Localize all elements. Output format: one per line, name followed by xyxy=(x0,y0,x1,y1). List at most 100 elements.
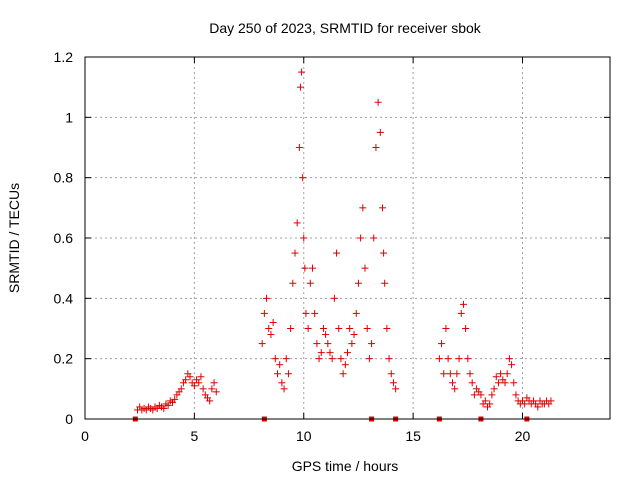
x-tick-label: 5 xyxy=(190,428,198,444)
data-point xyxy=(492,373,500,381)
data-point xyxy=(322,331,330,339)
data-point xyxy=(370,234,378,242)
y-tick-label: 0.8 xyxy=(54,170,74,186)
data-point xyxy=(442,325,450,332)
data-point xyxy=(182,376,190,384)
data-point xyxy=(271,355,279,363)
data-point xyxy=(304,325,312,332)
grid xyxy=(85,57,610,419)
x-tick-label: 0 xyxy=(81,428,89,444)
data-point xyxy=(287,325,295,332)
data-point xyxy=(352,309,360,317)
data-point xyxy=(344,349,351,357)
data-point xyxy=(508,361,516,369)
chart-title: Day 250 of 2023, SRMTID for receiver sbo… xyxy=(209,20,482,36)
data-point xyxy=(547,397,555,405)
data-point xyxy=(265,325,273,332)
data-point xyxy=(453,370,461,378)
data-point xyxy=(501,379,509,387)
data-point xyxy=(488,391,496,399)
data-point xyxy=(295,144,303,151)
data-point xyxy=(313,340,321,348)
data-point xyxy=(291,249,299,257)
x-tick-label: 15 xyxy=(405,428,421,444)
x-tick-label: 10 xyxy=(296,428,312,444)
data-point xyxy=(289,279,297,287)
data-point xyxy=(490,385,498,393)
data-point xyxy=(171,395,179,403)
data-point xyxy=(186,373,194,381)
data-point xyxy=(486,400,494,408)
data-point xyxy=(335,325,343,332)
data-point xyxy=(387,370,395,378)
data-point xyxy=(392,385,400,393)
data-point xyxy=(365,355,373,363)
data-point xyxy=(466,370,474,378)
data-point xyxy=(341,361,349,369)
data-point xyxy=(296,83,304,91)
data-marks xyxy=(132,68,555,422)
data-point xyxy=(354,279,362,287)
data-point xyxy=(477,391,485,399)
data-point xyxy=(379,204,386,212)
x-axis-label: GPS time / hours xyxy=(292,458,399,474)
data-point xyxy=(315,355,323,363)
data-point xyxy=(435,355,443,363)
data-point xyxy=(444,355,452,363)
data-point xyxy=(503,370,511,378)
data-point xyxy=(330,294,338,302)
axis-ticks: 0 0.2 0.4 0.6 0.8 1 1.2 0 5 10 15 20 xyxy=(54,49,610,444)
data-point xyxy=(512,391,520,399)
data-point xyxy=(357,234,365,242)
data-point xyxy=(328,355,336,363)
data-point xyxy=(383,325,391,332)
data-point xyxy=(317,349,325,357)
data-point xyxy=(494,379,502,387)
data-point xyxy=(333,249,341,257)
data-point xyxy=(326,349,334,357)
y-tick-label: 0.2 xyxy=(54,351,74,367)
y-tick-label: 0 xyxy=(65,411,73,427)
data-point xyxy=(197,373,205,381)
data-point xyxy=(299,174,307,182)
y-tick-label: 0.4 xyxy=(54,290,74,306)
data-point xyxy=(282,355,290,363)
data-point xyxy=(206,397,214,405)
data-point xyxy=(263,294,271,302)
data-point xyxy=(346,325,354,332)
data-point xyxy=(348,340,356,348)
data-point xyxy=(521,400,529,408)
data-point xyxy=(451,385,459,393)
data-point xyxy=(481,397,489,405)
data-point xyxy=(497,370,505,378)
data-point xyxy=(372,144,380,151)
data-point xyxy=(368,340,376,348)
data-point xyxy=(306,279,314,287)
data-point xyxy=(267,331,275,339)
data-point xyxy=(464,355,472,363)
data-point xyxy=(177,385,185,393)
y-tick-label: 0.6 xyxy=(54,230,74,246)
data-point xyxy=(258,340,266,348)
data-point xyxy=(337,355,345,363)
data-point xyxy=(278,379,286,387)
data-point xyxy=(455,355,463,363)
data-point xyxy=(302,309,310,317)
data-point xyxy=(457,309,465,317)
data-point xyxy=(260,309,268,317)
data-point xyxy=(280,385,288,393)
data-point xyxy=(389,379,397,387)
data-point xyxy=(311,309,319,317)
data-point xyxy=(269,318,277,326)
data-point xyxy=(212,388,220,396)
data-point xyxy=(440,370,448,378)
data-point xyxy=(470,391,478,399)
x-tick-label: 20 xyxy=(515,428,531,444)
data-point xyxy=(374,98,382,106)
data-point xyxy=(298,68,306,76)
data-point xyxy=(195,379,203,387)
y-tick-label: 1 xyxy=(65,109,73,125)
data-point xyxy=(293,219,301,227)
data-point xyxy=(438,340,446,348)
data-point xyxy=(284,370,292,378)
